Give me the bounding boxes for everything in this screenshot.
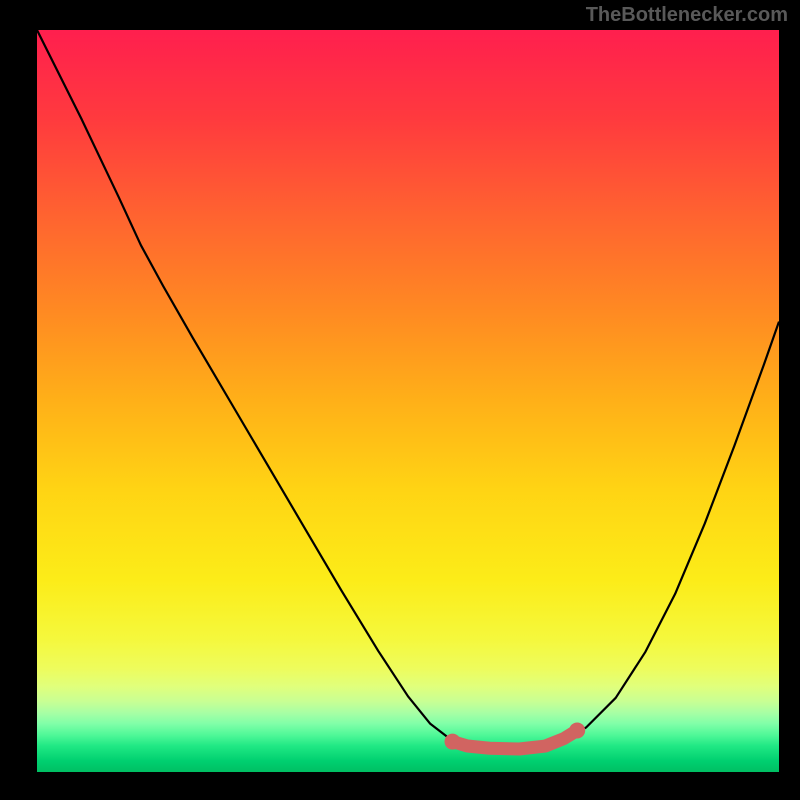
highlight-start-dot: [445, 734, 461, 750]
watermark-text: TheBottlenecker.com: [586, 4, 788, 27]
highlight-end-dot: [569, 722, 585, 738]
chart-svg: [37, 30, 779, 772]
highlight-segment: [453, 730, 578, 749]
bottleneck-curve: [37, 30, 779, 750]
plot-area: [37, 30, 779, 772]
